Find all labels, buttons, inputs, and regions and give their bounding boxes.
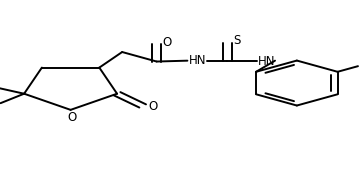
Text: O: O [148, 100, 157, 113]
Text: S: S [234, 34, 241, 47]
Text: O: O [67, 111, 76, 124]
Text: HN: HN [189, 54, 206, 67]
Text: HN: HN [258, 55, 275, 68]
Text: O: O [162, 36, 171, 49]
